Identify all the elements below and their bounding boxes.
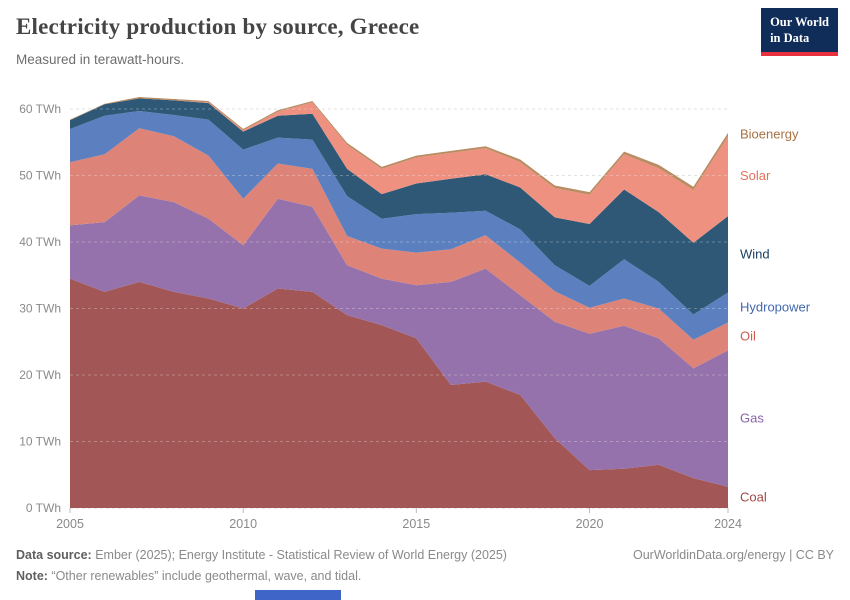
y-tick-label: 40 TWh <box>19 235 61 249</box>
x-tick-label: 2015 <box>402 517 430 531</box>
data-source-text: Ember (2025); Energy Institute - Statist… <box>91 548 507 562</box>
area-oil[interactable] <box>70 128 728 369</box>
series-label-solar[interactable]: Solar <box>740 168 771 183</box>
owid-logo[interactable]: Our World in Data <box>761 8 838 56</box>
x-tick-label: 2005 <box>56 517 84 531</box>
note-line: Note: “Other renewables” include geother… <box>16 569 361 583</box>
x-tick-label: 2010 <box>229 517 257 531</box>
page-title: Electricity production by source, Greece <box>16 14 420 39</box>
owid-logo-accent <box>761 51 838 56</box>
series-label-coal[interactable]: Coal <box>740 489 767 504</box>
stacked-areas <box>70 97 728 508</box>
area-hydropower[interactable] <box>70 111 728 340</box>
owid-logo-line2: in Data <box>770 31 810 46</box>
series-label-oil[interactable]: Oil <box>740 328 756 343</box>
y-tick-label: 30 TWh <box>19 302 61 316</box>
note-label: Note: <box>16 569 48 583</box>
area-solar[interactable] <box>70 98 728 243</box>
x-tick-label: 2020 <box>576 517 604 531</box>
series-label-gas[interactable]: Gas <box>740 411 764 426</box>
data-source-label: Data source: <box>16 548 92 562</box>
x-tick-label: 2024 <box>714 517 742 531</box>
y-tick-label: 50 TWh <box>19 169 61 183</box>
area-gas[interactable] <box>70 195 728 487</box>
series-label-wind[interactable]: Wind <box>740 246 770 261</box>
owid-link[interactable]: OurWorldinData.org/energy | CC BY <box>632 548 834 562</box>
y-tick-label: 0 TWh <box>26 501 61 515</box>
y-tick-label: 10 TWh <box>19 435 61 449</box>
area-coal[interactable] <box>70 278 728 508</box>
stacked-area-chart[interactable]: 0 TWh 10 TWh 20 TWh 30 TWh 40 TWh 50 TWh 60 TW… <box>0 0 850 545</box>
area-wind[interactable] <box>70 98 728 315</box>
y-tick-label: 60 TWh <box>19 102 61 116</box>
chart-subtitle: Measured in terawatt-hours. <box>16 52 185 67</box>
series-label-bioenergy[interactable]: Bioenergy <box>740 127 799 142</box>
series-labels: Coal Gas Oil Hydropower Wind Solar Bioenergy <box>740 127 811 505</box>
series-label-hydropower[interactable]: Hydropower <box>740 300 811 315</box>
note-text: “Other renewables” include geothermal, w… <box>47 569 362 583</box>
bottom-blue-bar <box>255 590 341 600</box>
gridline-overlay <box>70 108 728 442</box>
data-source-note: Data source: Ember (2025); Energy Instit… <box>16 548 507 562</box>
y-tick-label: 20 TWh <box>19 368 61 382</box>
x-axis: 2005 2010 2015 2020 2024 <box>56 508 742 531</box>
owid-logo-line1: Our World <box>770 15 829 29</box>
